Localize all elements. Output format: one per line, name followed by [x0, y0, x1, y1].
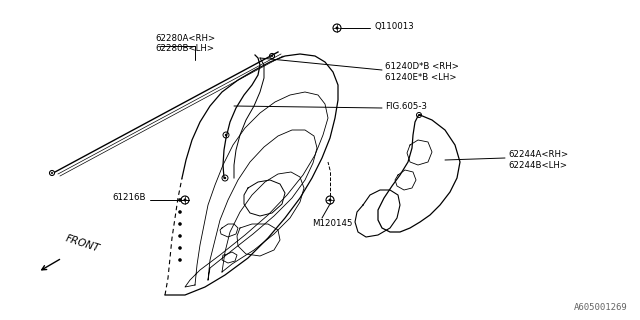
Circle shape: [51, 172, 53, 174]
Text: Q110013: Q110013: [374, 21, 413, 30]
Text: 62244B<LH>: 62244B<LH>: [508, 161, 567, 170]
Text: FIG.605-3: FIG.605-3: [385, 101, 427, 110]
Circle shape: [178, 234, 182, 238]
Text: FRONT: FRONT: [64, 234, 101, 254]
Circle shape: [178, 210, 182, 214]
Text: 62280B<LH>: 62280B<LH>: [155, 44, 214, 52]
Text: 61240D*B <RH>: 61240D*B <RH>: [385, 61, 459, 70]
Text: 62244A<RH>: 62244A<RH>: [508, 149, 568, 158]
Circle shape: [178, 246, 182, 250]
Text: 62280A<RH>: 62280A<RH>: [155, 34, 215, 43]
Circle shape: [178, 198, 182, 202]
Text: A605001269: A605001269: [574, 303, 628, 312]
Circle shape: [178, 222, 182, 226]
Circle shape: [225, 134, 227, 136]
Circle shape: [335, 27, 339, 29]
Circle shape: [184, 198, 186, 202]
Text: 61240E*B <LH>: 61240E*B <LH>: [385, 73, 456, 82]
Circle shape: [271, 55, 273, 57]
Circle shape: [178, 258, 182, 262]
Circle shape: [328, 198, 332, 202]
Circle shape: [418, 114, 420, 116]
Text: 61216B: 61216B: [112, 194, 145, 203]
Circle shape: [224, 177, 226, 179]
Text: M120145: M120145: [312, 220, 353, 228]
